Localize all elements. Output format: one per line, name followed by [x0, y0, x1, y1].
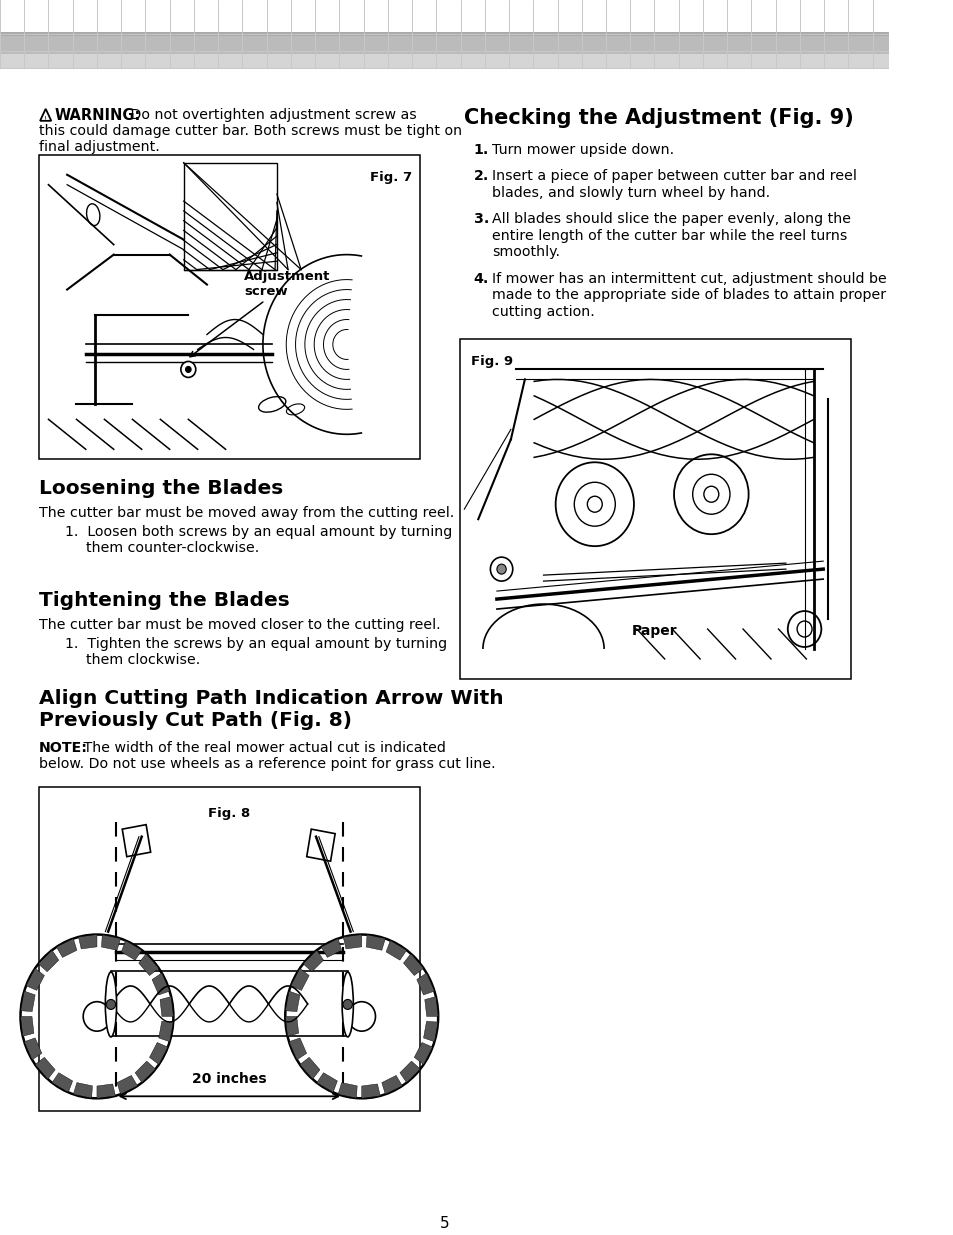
Text: Tightening the Blades: Tightening the Blades: [39, 592, 290, 610]
Polygon shape: [316, 1073, 337, 1092]
Text: NOTE:: NOTE:: [39, 741, 88, 755]
Text: 1.: 1.: [473, 143, 489, 157]
Polygon shape: [56, 939, 77, 957]
Polygon shape: [399, 1061, 420, 1083]
Polygon shape: [299, 1057, 319, 1079]
Ellipse shape: [342, 972, 353, 1037]
Text: Fig. 7: Fig. 7: [370, 170, 412, 184]
Text: Do not overtighten adjustment screw as: Do not overtighten adjustment screw as: [126, 107, 416, 122]
Text: 3.: 3.: [473, 212, 489, 226]
Polygon shape: [26, 968, 45, 990]
Text: Fig. 9: Fig. 9: [471, 356, 513, 368]
Polygon shape: [24, 1037, 42, 1060]
Polygon shape: [38, 950, 59, 972]
Polygon shape: [135, 1061, 155, 1083]
Polygon shape: [152, 973, 170, 995]
Polygon shape: [386, 941, 406, 960]
Polygon shape: [21, 992, 35, 1011]
Polygon shape: [414, 1042, 432, 1065]
Polygon shape: [97, 1084, 115, 1098]
Polygon shape: [321, 939, 341, 957]
Text: 1.  Tighten the screws by an equal amount by turning: 1. Tighten the screws by an equal amount…: [65, 637, 447, 651]
Polygon shape: [52, 1073, 72, 1092]
Text: made to the appropriate side of blades to attain proper: made to the appropriate side of blades t…: [492, 288, 885, 303]
Polygon shape: [291, 968, 309, 990]
Polygon shape: [285, 992, 299, 1011]
Bar: [39, 154, 419, 459]
Text: 4.: 4.: [473, 272, 489, 285]
Text: Fig. 8: Fig. 8: [208, 806, 251, 820]
Polygon shape: [289, 1037, 306, 1060]
Text: Checking the Adjustment (Fig. 9): Checking the Adjustment (Fig. 9): [464, 107, 853, 128]
Bar: [459, 340, 850, 679]
Polygon shape: [416, 973, 434, 995]
Text: this could damage cutter bar. Both screws must be tight on: this could damage cutter bar. Both screw…: [39, 124, 462, 138]
Polygon shape: [20, 1016, 34, 1036]
Polygon shape: [337, 1083, 356, 1098]
Bar: [184, 163, 276, 269]
Text: WARNING:: WARNING:: [55, 107, 141, 122]
Text: Align Cutting Path Indication Arrow With: Align Cutting Path Indication Arrow With: [39, 689, 503, 708]
Text: Turn mower upside down.: Turn mower upside down.: [492, 143, 674, 157]
Text: 5: 5: [439, 1216, 449, 1231]
Polygon shape: [285, 1016, 298, 1036]
Bar: [0, 32, 888, 68]
Circle shape: [497, 564, 506, 574]
Polygon shape: [361, 1084, 380, 1098]
Polygon shape: [403, 953, 423, 976]
Text: 2.: 2.: [473, 169, 489, 183]
Text: If mower has an intermittent cut, adjustment should be: If mower has an intermittent cut, adjust…: [492, 272, 886, 285]
Text: 1.  Loosen both screws by an equal amount by turning: 1. Loosen both screws by an equal amount…: [65, 525, 452, 540]
Polygon shape: [101, 935, 120, 950]
Text: Loosening the Blades: Loosening the Blades: [39, 479, 283, 498]
Ellipse shape: [105, 972, 116, 1037]
Circle shape: [490, 557, 512, 582]
Text: entire length of the cutter bar while the reel turns: entire length of the cutter bar while th…: [492, 228, 846, 242]
Text: 20 inches: 20 inches: [192, 1072, 267, 1087]
Text: Insert a piece of paper between cutter bar and reel: Insert a piece of paper between cutter b…: [492, 169, 856, 183]
Polygon shape: [73, 1083, 92, 1098]
Text: Previously Cut Path (Fig. 8): Previously Cut Path (Fig. 8): [39, 711, 352, 730]
Polygon shape: [423, 1021, 437, 1042]
Bar: [0, 54, 888, 68]
Polygon shape: [424, 997, 437, 1016]
Polygon shape: [138, 953, 158, 976]
Text: All blades should slice the paper evenly, along the: All blades should slice the paper evenly…: [492, 212, 850, 226]
Text: them counter-clockwise.: them counter-clockwise.: [86, 541, 259, 556]
Circle shape: [106, 999, 115, 1009]
Polygon shape: [35, 1057, 55, 1079]
Text: final adjustment.: final adjustment.: [39, 140, 160, 154]
Polygon shape: [121, 941, 142, 960]
Text: The cutter bar must be moved away from the cutting reel.: The cutter bar must be moved away from t…: [39, 506, 454, 520]
Circle shape: [181, 362, 195, 378]
Circle shape: [343, 999, 352, 1009]
Text: Paper: Paper: [632, 624, 677, 638]
Polygon shape: [160, 997, 173, 1016]
Text: The width of the real mower actual cut is indicated: The width of the real mower actual cut i…: [79, 741, 446, 755]
Text: cutting action.: cutting action.: [492, 305, 595, 319]
Text: The cutter bar must be moved closer to the cutting reel.: The cutter bar must be moved closer to t…: [39, 618, 440, 632]
Polygon shape: [158, 1021, 173, 1042]
Polygon shape: [366, 935, 385, 950]
Text: !: !: [44, 116, 47, 122]
Bar: [122, 825, 151, 857]
Polygon shape: [303, 950, 323, 972]
Polygon shape: [381, 1076, 402, 1094]
Text: them clockwise.: them clockwise.: [86, 653, 200, 667]
Bar: [307, 829, 335, 861]
Polygon shape: [78, 935, 97, 948]
Polygon shape: [150, 1042, 168, 1065]
Circle shape: [185, 367, 191, 373]
Bar: [0, 36, 888, 68]
Bar: [39, 787, 419, 1112]
Text: below. Do not use wheels as a reference point for grass cut line.: below. Do not use wheels as a reference …: [39, 757, 496, 771]
Text: blades, and slowly turn wheel by hand.: blades, and slowly turn wheel by hand.: [492, 185, 770, 200]
Text: Adjustment
screw: Adjustment screw: [190, 269, 331, 357]
Text: smoothly.: smoothly.: [492, 245, 559, 259]
Polygon shape: [117, 1076, 137, 1094]
Polygon shape: [343, 935, 361, 948]
